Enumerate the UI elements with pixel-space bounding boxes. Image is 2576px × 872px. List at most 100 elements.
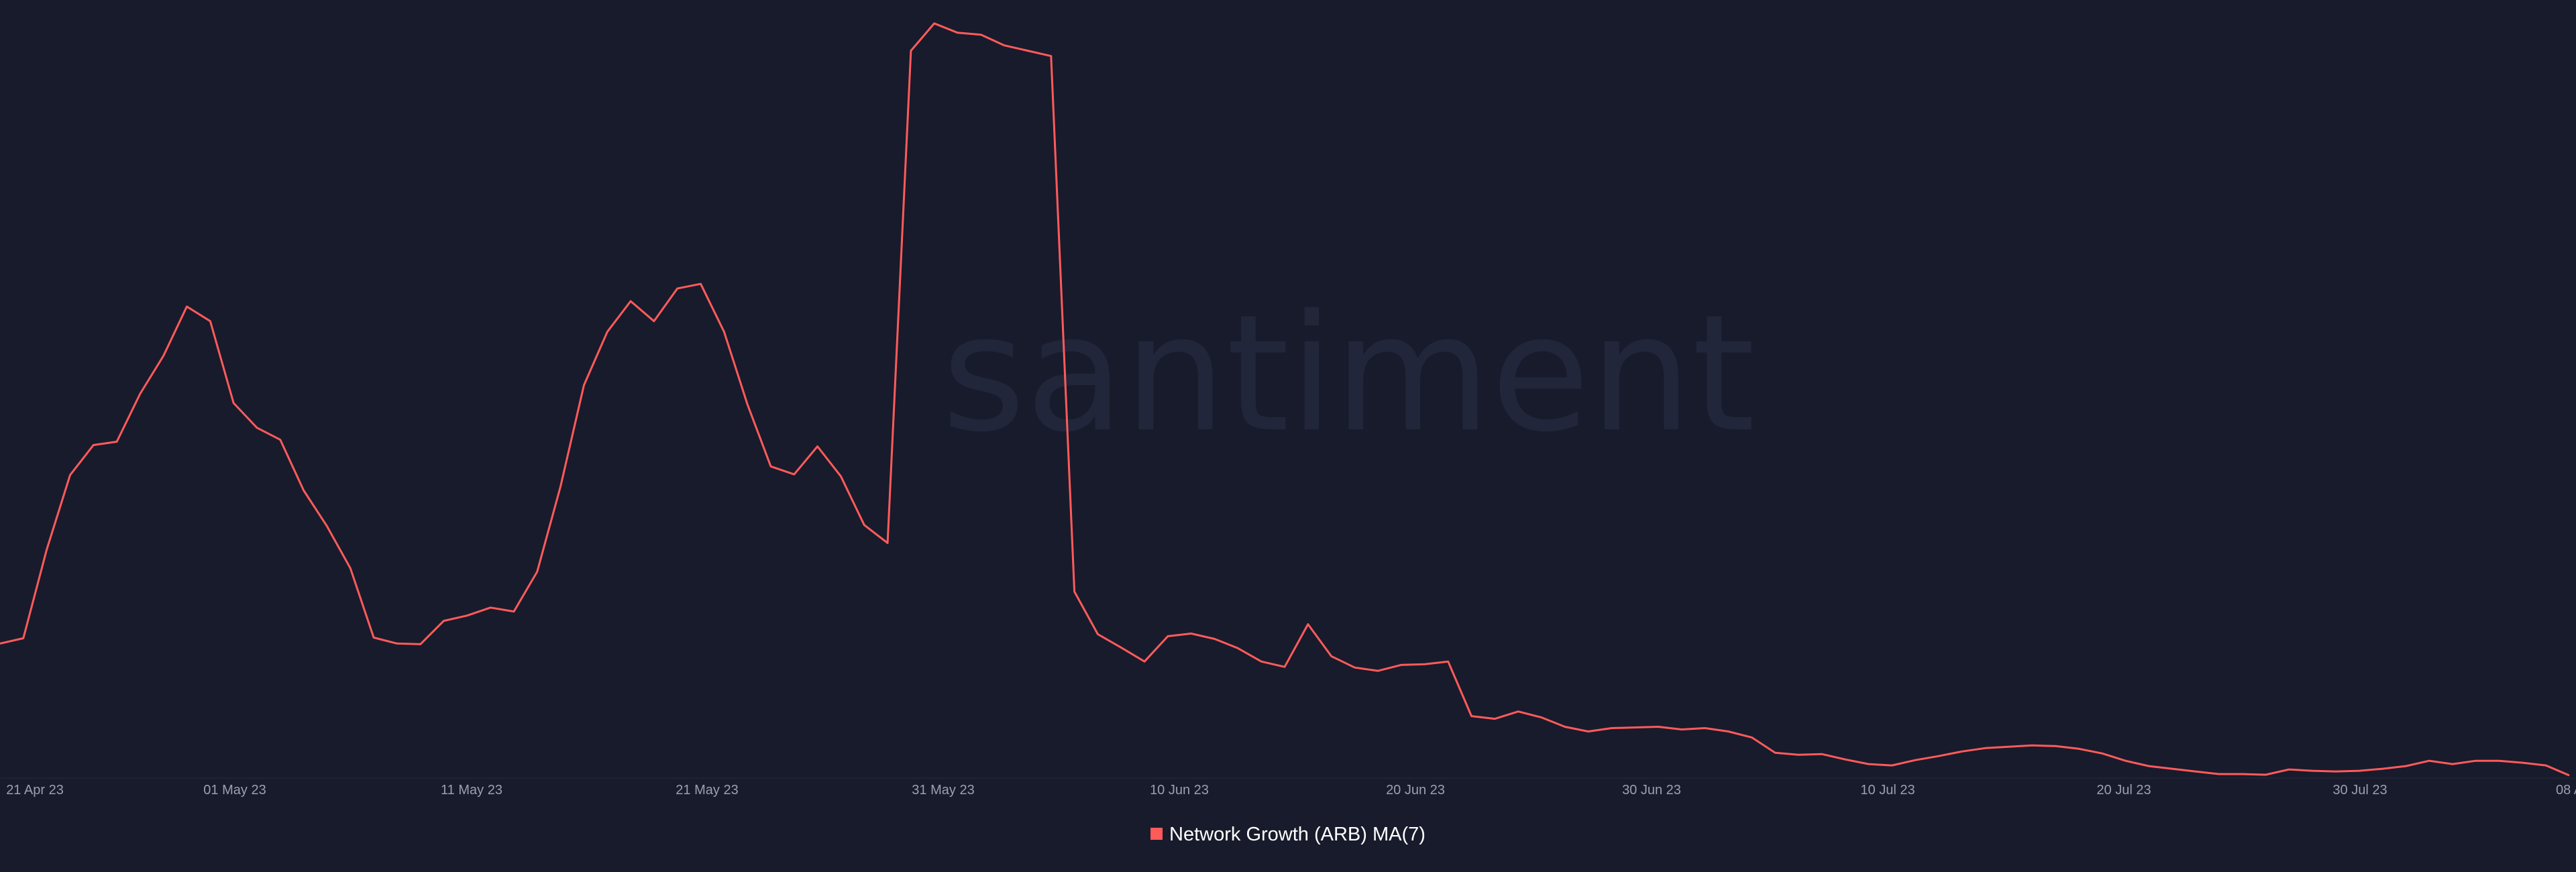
data-point[interactable] (1656, 724, 1661, 730)
data-point[interactable] (1819, 751, 1825, 757)
data-point[interactable] (2567, 773, 2572, 778)
data-point[interactable] (1352, 665, 1358, 670)
data-point[interactable] (68, 472, 73, 478)
data-point[interactable] (2426, 758, 2432, 763)
data-point[interactable] (1025, 48, 1030, 54)
data-point[interactable] (582, 382, 587, 388)
data-point[interactable] (418, 641, 423, 647)
data-point[interactable] (441, 618, 447, 624)
data-point[interactable] (1539, 715, 1544, 720)
data-point[interactable] (2146, 763, 2151, 769)
data-point[interactable] (371, 635, 376, 641)
data-point[interactable] (1913, 757, 1918, 763)
data-point[interactable] (207, 319, 213, 324)
data-point[interactable] (1072, 589, 1077, 594)
data-point[interactable] (1726, 729, 1731, 734)
data-point[interactable] (488, 605, 493, 610)
data-point[interactable] (2450, 761, 2455, 767)
data-point[interactable] (721, 329, 727, 335)
data-point[interactable] (1165, 634, 1171, 639)
data-point[interactable] (301, 488, 307, 493)
data-point[interactable] (1422, 661, 1428, 667)
data-point[interactable] (2333, 769, 2339, 774)
data-point[interactable] (1258, 659, 1264, 664)
data-point[interactable] (2100, 751, 2105, 756)
data-point[interactable] (2123, 758, 2129, 763)
data-point[interactable] (231, 400, 236, 406)
data-point[interactable] (1632, 725, 1638, 730)
data-point[interactable] (394, 641, 400, 646)
data-point[interactable] (1562, 724, 1568, 730)
data-point[interactable] (44, 547, 50, 552)
data-point[interactable] (464, 613, 470, 618)
data-point[interactable] (1469, 714, 1474, 719)
data-point[interactable] (2193, 769, 2198, 774)
data-point[interactable] (1282, 664, 1287, 669)
data-point[interactable] (1772, 750, 1778, 755)
data-point[interactable] (325, 524, 330, 529)
data-point[interactable] (1399, 662, 1404, 667)
data-point[interactable] (558, 484, 564, 489)
data-point[interactable] (1609, 726, 1615, 731)
data-point[interactable] (2053, 743, 2058, 749)
data-point[interactable] (2497, 758, 2502, 763)
data-point[interactable] (2240, 771, 2245, 777)
data-point[interactable] (1749, 734, 1754, 740)
data-point[interactable] (1586, 729, 1591, 734)
data-point[interactable] (278, 437, 283, 443)
data-point[interactable] (1189, 631, 1194, 637)
data-point[interactable] (792, 472, 797, 477)
data-point[interactable] (1492, 716, 1497, 722)
data-point[interactable] (745, 402, 750, 407)
data-point[interactable] (21, 636, 26, 641)
data-point[interactable] (138, 391, 143, 396)
data-point[interactable] (908, 48, 914, 54)
data-point[interactable] (1679, 727, 1684, 732)
data-point[interactable] (1305, 622, 1311, 627)
data-point[interactable] (628, 298, 633, 304)
data-point[interactable] (1049, 54, 1054, 59)
data-point[interactable] (161, 353, 166, 358)
data-point[interactable] (885, 541, 890, 546)
data-point[interactable] (815, 444, 820, 449)
data-point[interactable] (2286, 767, 2292, 772)
data-point[interactable] (1866, 761, 1872, 767)
data-point[interactable] (1843, 757, 1848, 762)
data-point[interactable] (1375, 668, 1381, 673)
data-point[interactable] (2263, 772, 2268, 777)
data-point[interactable] (511, 609, 517, 614)
data-point[interactable] (2543, 763, 2548, 768)
data-point[interactable] (2520, 760, 2525, 765)
data-point[interactable] (1329, 653, 1334, 659)
data-point[interactable] (2473, 758, 2479, 763)
data-point[interactable] (0, 641, 3, 646)
data-point[interactable] (1118, 645, 1124, 650)
data-point[interactable] (1446, 659, 1451, 664)
data-point[interactable] (254, 425, 260, 431)
data-point[interactable] (2380, 766, 2385, 771)
data-point[interactable] (1983, 745, 1988, 751)
data-point[interactable] (2357, 768, 2362, 773)
data-point[interactable] (1960, 749, 1965, 754)
data-point[interactable] (651, 319, 657, 324)
data-point[interactable] (978, 32, 983, 38)
data-point[interactable] (2076, 746, 2082, 751)
data-point[interactable] (861, 523, 867, 528)
data-point[interactable] (1936, 753, 1941, 759)
data-point[interactable] (839, 474, 844, 479)
data-point[interactable] (1002, 43, 1007, 48)
data-point[interactable] (347, 565, 353, 571)
data-point[interactable] (1703, 726, 1708, 731)
data-point[interactable] (2403, 763, 2408, 769)
legend[interactable]: Network Growth (ARB) MA(7) (0, 824, 2576, 846)
data-point[interactable] (91, 443, 96, 448)
data-point[interactable] (932, 21, 937, 26)
data-point[interactable] (675, 286, 680, 291)
data-point[interactable] (955, 30, 961, 36)
data-point[interactable] (1142, 659, 1147, 664)
data-point[interactable] (2029, 743, 2035, 748)
data-point[interactable] (2169, 766, 2175, 771)
data-point[interactable] (2006, 744, 2011, 749)
data-point[interactable] (768, 464, 773, 469)
data-point[interactable] (1212, 637, 1218, 642)
